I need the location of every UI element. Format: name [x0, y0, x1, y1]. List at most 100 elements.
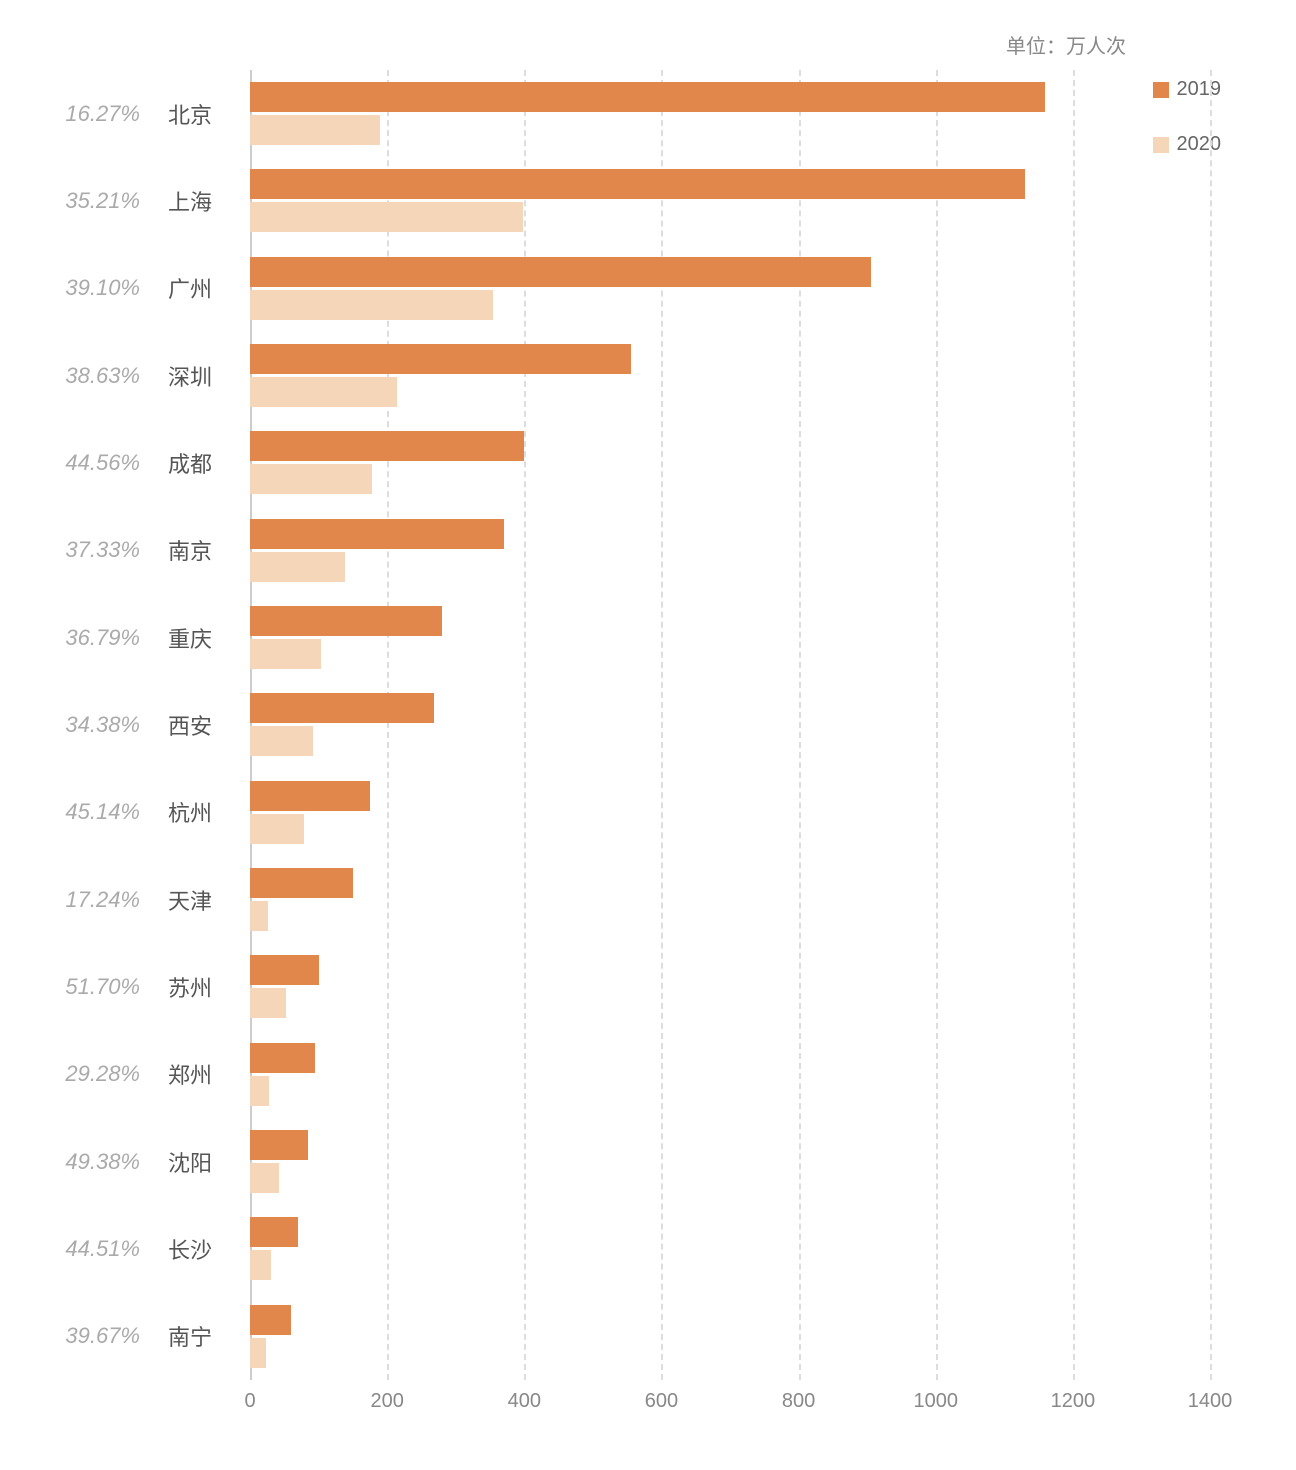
bars-group [250, 856, 1210, 943]
bars-group [250, 1293, 1210, 1380]
percent-label: 35.21% [40, 188, 150, 214]
bars-group [250, 943, 1210, 1030]
bar-2019 [250, 431, 524, 461]
bars-group [250, 1205, 1210, 1292]
percent-label: 38.63% [40, 363, 150, 389]
x-tick-label: 600 [645, 1390, 678, 1413]
bars-group [250, 1118, 1210, 1205]
city-label: 上海 [150, 185, 230, 217]
bar-2019 [250, 82, 1045, 112]
x-tick-label: 800 [782, 1390, 815, 1413]
bar-2020 [250, 1076, 269, 1106]
x-tick-label: 400 [508, 1390, 541, 1413]
bar-2020 [250, 290, 493, 320]
bars-group [250, 1031, 1210, 1118]
bar-2020 [250, 814, 304, 844]
city-label: 重庆 [150, 622, 230, 654]
city-label: 苏州 [150, 971, 230, 1003]
percent-label: 34.38% [40, 712, 150, 738]
bar-2020 [250, 1338, 266, 1368]
bar-2019 [250, 693, 434, 723]
percent-label: 36.79% [40, 625, 150, 651]
bars-group [250, 769, 1210, 856]
bar-2019 [250, 169, 1025, 199]
city-label: 南京 [150, 534, 230, 566]
chart-row: 29.28%郑州 [40, 1031, 1210, 1118]
rows-container: 16.27%北京35.21%上海39.10%广州38.63%深圳44.56%成都… [40, 70, 1210, 1380]
bars-group [250, 332, 1210, 419]
x-tick-label: 0 [244, 1390, 255, 1413]
bar-2019 [250, 1217, 298, 1247]
city-label: 长沙 [150, 1233, 230, 1265]
percent-label: 29.28% [40, 1061, 150, 1087]
bar-2019 [250, 781, 370, 811]
bar-2019 [250, 955, 319, 985]
bar-2020 [250, 202, 523, 232]
chart-row: 16.27%北京 [40, 70, 1210, 157]
city-label: 郑州 [150, 1058, 230, 1090]
bar-2020 [250, 726, 313, 756]
bar-2019 [250, 344, 631, 374]
bars-group [250, 507, 1210, 594]
percent-label: 16.27% [40, 101, 150, 127]
x-tick-label: 200 [370, 1390, 403, 1413]
chart-row: 45.14%杭州 [40, 769, 1210, 856]
bar-2020 [250, 115, 380, 145]
bars-group [250, 157, 1210, 244]
chart-container: 单位：万人次 20192020 16.27%北京35.21%上海39.10%广州… [40, 30, 1256, 1440]
percent-label: 45.14% [40, 799, 150, 825]
chart-row: 37.33%南京 [40, 507, 1210, 594]
bar-2020 [250, 464, 372, 494]
bar-2019 [250, 519, 504, 549]
grid-line [1210, 70, 1212, 1380]
chart-row: 39.67%南宁 [40, 1293, 1210, 1380]
bars-group [250, 419, 1210, 506]
percent-label: 37.33% [40, 537, 150, 563]
city-label: 广州 [150, 272, 230, 304]
chart-row: 44.56%成都 [40, 419, 1210, 506]
bars-group [250, 245, 1210, 332]
chart-row: 38.63%深圳 [40, 332, 1210, 419]
bar-2019 [250, 257, 871, 287]
bar-2019 [250, 1043, 315, 1073]
percent-label: 17.24% [40, 887, 150, 913]
bar-2019 [250, 868, 353, 898]
city-label: 天津 [150, 884, 230, 916]
bar-2020 [250, 1163, 279, 1193]
bar-2020 [250, 988, 286, 1018]
chart-row: 36.79%重庆 [40, 594, 1210, 681]
city-label: 深圳 [150, 360, 230, 392]
percent-label: 39.10% [40, 275, 150, 301]
percent-label: 49.38% [40, 1149, 150, 1175]
bar-2020 [250, 639, 321, 669]
bars-group [250, 681, 1210, 768]
bar-2020 [250, 1250, 271, 1280]
city-label: 杭州 [150, 796, 230, 828]
x-tick-label: 1000 [913, 1390, 958, 1413]
chart-row: 44.51%长沙 [40, 1205, 1210, 1292]
city-label: 成都 [150, 447, 230, 479]
chart-row: 17.24%天津 [40, 856, 1210, 943]
chart-row: 39.10%广州 [40, 245, 1210, 332]
x-tick-label: 1200 [1051, 1390, 1096, 1413]
city-label: 南宁 [150, 1320, 230, 1352]
bar-2020 [250, 901, 268, 931]
bar-2019 [250, 1130, 308, 1160]
bar-2020 [250, 377, 397, 407]
city-label: 北京 [150, 98, 230, 130]
chart-row: 49.38%沈阳 [40, 1118, 1210, 1205]
percent-label: 44.56% [40, 450, 150, 476]
unit-label: 单位：万人次 [1006, 30, 1126, 59]
chart-row: 51.70%苏州 [40, 943, 1210, 1030]
bars-group [250, 594, 1210, 681]
x-tick-label: 1400 [1188, 1390, 1233, 1413]
city-label: 沈阳 [150, 1146, 230, 1178]
bars-group [250, 70, 1210, 157]
chart-row: 35.21%上海 [40, 157, 1210, 244]
percent-label: 51.70% [40, 974, 150, 1000]
x-axis: 0200400600800100012001400 [250, 1390, 1240, 1430]
city-label: 西安 [150, 709, 230, 741]
bar-2019 [250, 1305, 291, 1335]
bar-2020 [250, 552, 345, 582]
bar-2019 [250, 606, 442, 636]
